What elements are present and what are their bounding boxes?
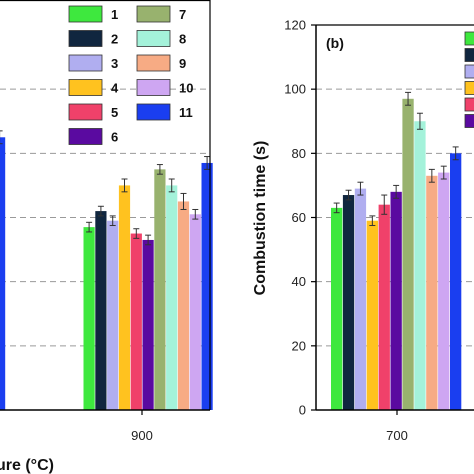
panel-a-x-tick-label: 900 xyxy=(131,428,153,443)
panel-a-legend-swatch-3 xyxy=(68,54,103,72)
panel-b-y-tick-label-80: 80 xyxy=(292,146,306,161)
panel-a-legend-label-5: 5 xyxy=(111,105,118,120)
panel-a-legend-label-1: 1 xyxy=(111,7,118,22)
panel-a-legend-label-11: 11 xyxy=(179,105,193,120)
panel-a-bar-s6-g900 xyxy=(142,239,154,410)
panel-b-y-tick-label-40: 40 xyxy=(292,274,306,289)
panel-a-legend-swatch-1 xyxy=(68,5,103,23)
panel-a-legend-swatch-2 xyxy=(68,30,103,47)
panel-b-x-tick-label: 700 xyxy=(386,428,408,443)
panel-a-bar-s7-g900 xyxy=(154,169,166,410)
panel-b-y-ticks: 0 20 40 60 80 100 120 xyxy=(284,18,316,418)
panel-a-legend-swatch-4 xyxy=(68,79,103,96)
panel-b-y-tick-label-120: 120 xyxy=(284,18,306,33)
panel-b-bar-s10 xyxy=(438,172,450,410)
panel-a-bar-s9-g900 xyxy=(177,201,190,410)
panel-a-bar-s1-g900 xyxy=(83,227,95,410)
panel-a-x-axis-label: ure (°C) xyxy=(0,457,54,474)
panel-a-legend: 1 2 3 4 5 6 7 8 9 10 11 xyxy=(68,5,193,145)
panel-a-legend-label-9: 9 xyxy=(179,56,186,71)
panel-a-bar-s2-g900 xyxy=(95,211,107,410)
panel-b-bar-s2 xyxy=(342,195,355,410)
panel-b-legend-swatch-4 xyxy=(464,81,474,95)
panel-a-legend-swatch-7 xyxy=(136,5,171,23)
panel-b-legend xyxy=(464,31,474,128)
panel-a-legend-label-8: 8 xyxy=(179,32,186,47)
panel-b-bar-s1 xyxy=(331,207,343,410)
panel-b-bar-s7 xyxy=(402,98,414,411)
panel-b-bar-s8 xyxy=(414,121,426,410)
panel-b-bar-s4 xyxy=(366,220,378,410)
panel-a-bars xyxy=(0,130,213,410)
panel-a-bar-s11-g800 xyxy=(0,137,6,410)
panel-b-bar-s11 xyxy=(450,153,462,411)
panel-a-legend-swatch-9 xyxy=(136,54,171,72)
panel-a-legend-label-7: 7 xyxy=(179,7,186,22)
panel-a-legend-swatch-5 xyxy=(68,103,103,121)
panel-b-y-tick-label-0: 0 xyxy=(299,403,306,418)
panel-a: 900 ure (°C) 1 2 3 4 5 6 7 8 9 10 11 xyxy=(0,0,213,474)
panel-b-bar-s3 xyxy=(354,188,367,410)
panel-a-legend-swatch-11 xyxy=(136,103,171,121)
panel-a-bar-s4-g900 xyxy=(118,185,131,410)
panel-b-label: (b) xyxy=(326,35,344,51)
panel-b-legend-swatch-2 xyxy=(464,48,474,62)
panel-a-legend-label-6: 6 xyxy=(111,130,118,145)
panel-b-legend-swatch-1 xyxy=(464,31,474,46)
panel-b-bars xyxy=(331,91,462,411)
panel-a-bar-s11-g900 xyxy=(201,162,213,410)
panel-a-legend-label-4: 4 xyxy=(111,81,119,96)
panel-b-legend-swatch-3 xyxy=(464,64,474,79)
panel-b-legend-swatch-5 xyxy=(464,97,474,112)
panel-b-bar-s6 xyxy=(390,191,402,410)
panel-a-bar-s8-g900 xyxy=(166,185,178,410)
panel-b-y-tick-label-60: 60 xyxy=(292,210,306,225)
panel-a-legend-swatch-6 xyxy=(68,128,103,145)
panel-b-y-tick-label-20: 20 xyxy=(292,338,306,353)
panel-a-bar-s5-g900 xyxy=(130,233,142,410)
panel-b-bar-s5 xyxy=(378,204,390,410)
panel-b-legend-swatch-6 xyxy=(464,114,474,128)
panel-a-legend-label-2: 2 xyxy=(111,32,118,47)
panel-b-y-tick-label-100: 100 xyxy=(284,82,306,97)
panel-b-bar-s9 xyxy=(426,175,438,410)
panel-a-legend-label-3: 3 xyxy=(111,56,118,71)
panel-a-legend-swatch-10 xyxy=(136,79,171,96)
panel-a-bar-s10-g900 xyxy=(189,214,201,410)
panel-a-legend-swatch-8 xyxy=(136,30,171,47)
panel-b-y-axis-label: Combustion time (s) xyxy=(252,141,269,296)
panel-a-legend-label-10: 10 xyxy=(179,81,193,96)
panel-a-bar-s3-g900 xyxy=(107,220,119,410)
